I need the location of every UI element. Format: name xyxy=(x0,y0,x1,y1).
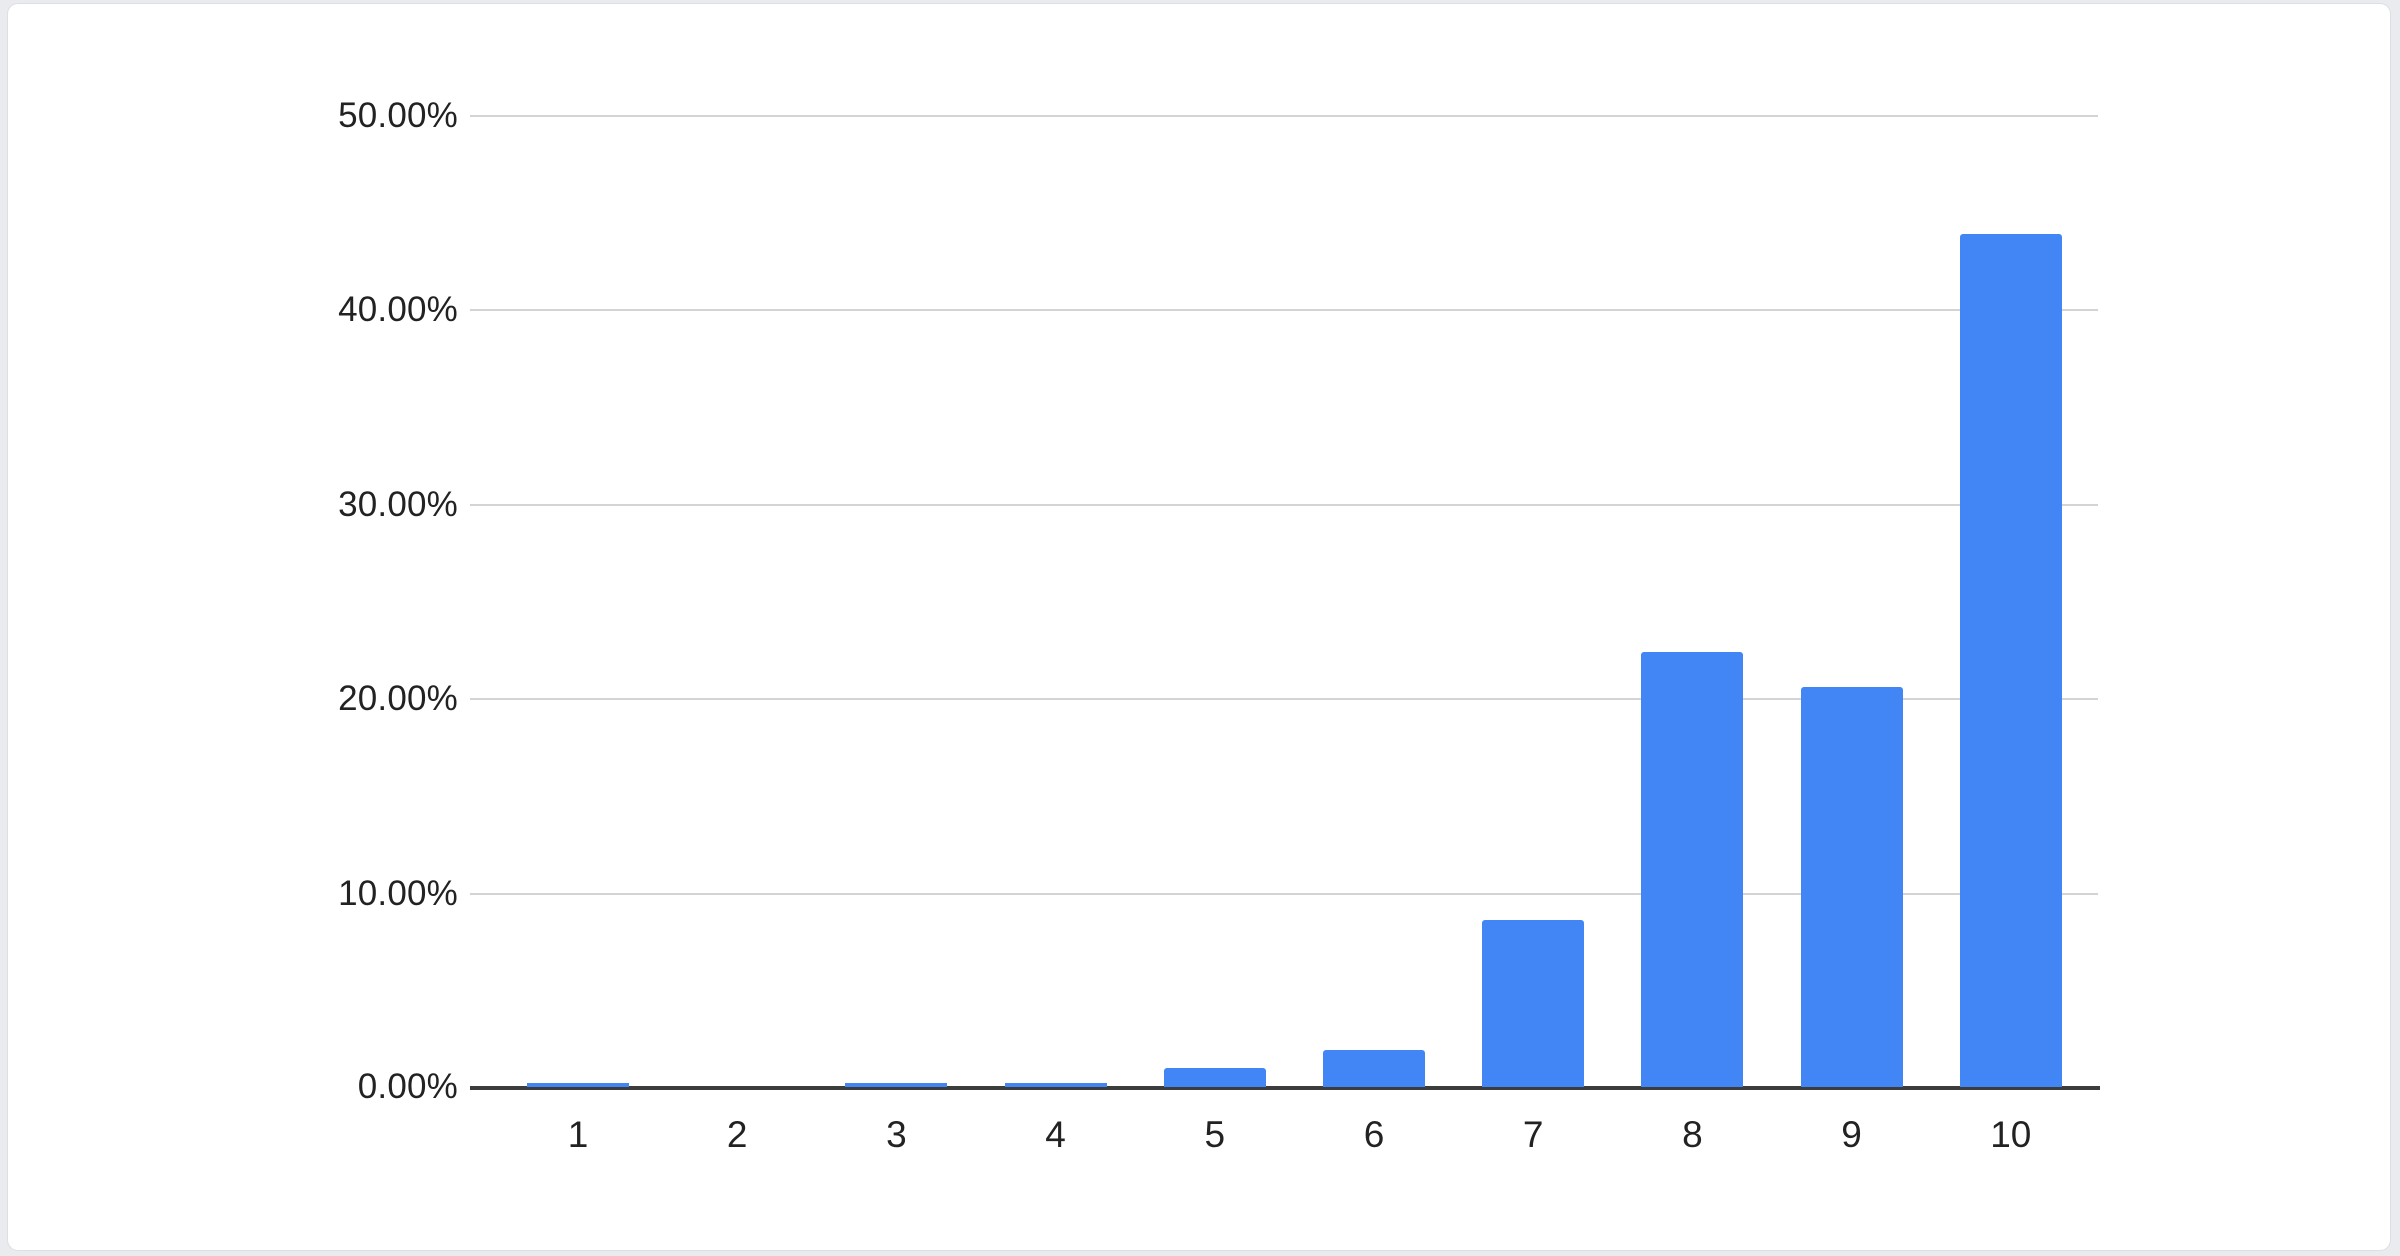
bar-8[interactable] xyxy=(1641,651,1744,1087)
bar-5[interactable] xyxy=(1163,1067,1266,1087)
x-tick-label-1: 1 xyxy=(567,1114,589,1155)
y-tick-label-30: 30.00% xyxy=(338,485,458,524)
x-tick-label-9: 9 xyxy=(1841,1114,1862,1155)
axis-baseline xyxy=(470,1086,2100,1090)
y-tick-label-10: 10.00% xyxy=(338,874,458,913)
bar-chart: 50.00% 40.00% 30.00% 20.00% 10.00% 0.00%… xyxy=(8,4,2390,1250)
bar-3[interactable] xyxy=(845,1083,948,1087)
gridline-50 xyxy=(470,115,2098,117)
bar-1[interactable] xyxy=(527,1083,629,1087)
gridline-40 xyxy=(470,309,2098,311)
y-tick-label-0: 0.00% xyxy=(357,1067,458,1106)
bar-4[interactable] xyxy=(1004,1083,1107,1087)
x-tick-label-3: 3 xyxy=(886,1114,907,1155)
bars-layer xyxy=(8,4,2390,1250)
bar-6[interactable] xyxy=(1323,1050,1425,1087)
y-tick-label-50: 50.00% xyxy=(338,96,458,135)
gridline-20 xyxy=(470,698,2098,700)
y-tick-label-40: 40.00% xyxy=(338,290,458,329)
bar-7[interactable] xyxy=(1482,919,1585,1087)
x-tick-label-4: 4 xyxy=(1045,1114,1066,1155)
bar-10[interactable] xyxy=(1959,233,2062,1087)
x-tick-label-2: 2 xyxy=(726,1114,748,1155)
bar-9[interactable] xyxy=(1800,686,1903,1087)
x-tick-label-10: 10 xyxy=(1990,1114,2032,1155)
x-tick-label-6: 6 xyxy=(1363,1114,1385,1155)
x-tick-label-8: 8 xyxy=(1682,1114,1703,1155)
x-tick-label-5: 5 xyxy=(1204,1114,1226,1155)
y-tick-label-20: 20.00% xyxy=(338,679,458,718)
chart-card: 50.00% 40.00% 30.00% 20.00% 10.00% 0.00%… xyxy=(8,4,2390,1250)
gridline-10 xyxy=(470,893,2098,895)
x-tick-label-7: 7 xyxy=(1522,1114,1544,1155)
gridline-30 xyxy=(470,504,2098,506)
